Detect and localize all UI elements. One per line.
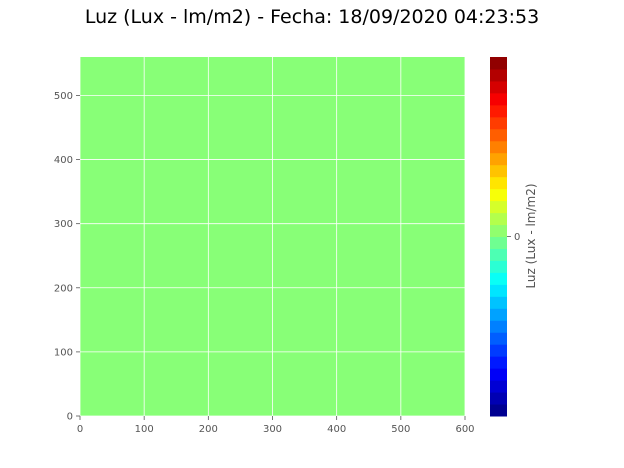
x-tick-label: 500 [391,424,410,435]
colorbar-segment [490,320,507,333]
chart-title: Luz (Lux - lm/m2) - Fecha: 18/09/2020 04… [84,6,540,28]
colorbar-segment [490,404,507,417]
y-tick-label: 300 [54,219,73,230]
colorbar-segment [490,260,507,273]
colorbar-segment [490,104,507,118]
colorbar-segment [490,308,507,321]
colorbar: 0 [490,57,520,417]
y-axis: 0 100 200 300 400 500 [54,91,80,423]
colorbar-segment [490,128,507,142]
x-tick-label: 400 [327,424,346,435]
colorbar-segment [490,380,507,393]
colorbar-segment [490,140,507,154]
colorbar-segment [490,272,507,285]
y-tick-label: 0 [67,412,73,423]
y-tick-label: 500 [54,91,73,102]
colorbar-segment [490,92,507,106]
colorbar-segment [490,284,507,297]
colorbar-segment [490,188,507,202]
colorbar-segment [490,68,507,82]
x-tick-label: 600 [455,424,474,435]
colorbar-segment [490,236,507,249]
colorbar-segment [490,296,507,309]
colorbar-segment [490,332,507,345]
colorbar-segment [490,248,507,261]
colorbar-segment [490,200,507,214]
colorbar-segment [490,152,507,166]
colorbar-segment [490,57,507,70]
y-tick-label: 200 [54,283,73,294]
x-tick-label: 300 [263,424,282,435]
colorbar-segment [490,164,507,178]
x-tick-label: 100 [135,424,154,435]
colorbar-segment [490,356,507,369]
colorbar-segment [490,212,507,226]
colorbar-segment [490,368,507,381]
colorbar-segment [490,344,507,357]
colorbar-segment [490,80,507,94]
colorbar-segment [490,176,507,190]
colorbar-segment [490,224,507,237]
colorbar-segment [490,116,507,130]
x-axis: 0 100 200 300 400 500 600 [77,416,475,435]
y-tick-label: 400 [54,155,73,166]
x-tick-label: 200 [199,424,218,435]
x-tick-label: 0 [77,424,83,435]
colorbar-segment [490,392,507,405]
y-tick-label: 100 [54,347,73,358]
colorbar-label: Luz (Lux - lm/m2) [524,183,538,288]
colorbar-tick-label: 0 [514,232,520,243]
